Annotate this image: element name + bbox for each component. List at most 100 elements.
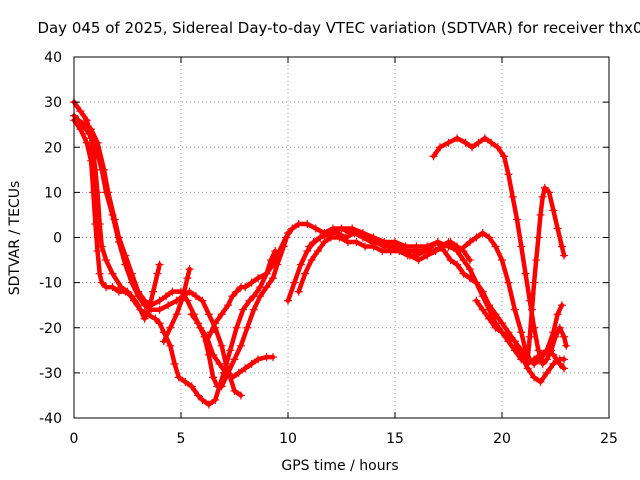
data-point-plus: [536, 377, 545, 386]
data-point-plus: [296, 260, 305, 269]
data-point-plus: [538, 359, 547, 368]
series-line: [525, 185, 567, 362]
data-point-plus: [395, 247, 404, 256]
data-point-plus: [102, 256, 111, 265]
data-point-plus: [316, 233, 325, 242]
data-point-plus: [530, 373, 539, 382]
data-point-plus: [521, 269, 530, 278]
data-point-plus: [134, 287, 143, 296]
data-point-plus: [478, 292, 487, 301]
data-point-plus: [236, 341, 245, 350]
data-point-plus: [500, 152, 509, 161]
data-point-plus: [534, 346, 543, 355]
data-point-plus: [480, 134, 489, 143]
data-point-plus: [262, 269, 271, 278]
data-point-plus: [170, 359, 179, 368]
data-point-plus: [185, 287, 194, 296]
data-point-plus: [168, 287, 177, 296]
data-point-plus: [517, 328, 526, 337]
y-tick-label: 0: [53, 231, 62, 247]
data-point-plus: [429, 152, 438, 161]
series-pass-e: [159, 265, 194, 346]
data-point-plus: [294, 219, 303, 228]
data-point-plus: [204, 400, 213, 409]
y-tick-label: -40: [39, 411, 62, 427]
data-point-plus: [228, 292, 237, 301]
data-point-plus: [183, 296, 192, 305]
data-point-plus: [254, 355, 263, 364]
data-point-plus: [217, 310, 226, 319]
data-point-plus: [191, 292, 200, 301]
data-point-plus: [93, 138, 102, 147]
data-point-plus: [386, 247, 395, 256]
data-point-plus: [110, 215, 119, 224]
data-point-plus: [269, 274, 278, 283]
data-point-plus: [307, 256, 316, 265]
ticks: 0 5 10 15 20 25 -40 -30 -20 -10 0 10 20 30 40: [39, 50, 618, 447]
data-point-plus: [121, 287, 130, 296]
data-point-plus: [166, 323, 175, 332]
data-point-plus: [510, 337, 519, 346]
data-point-plus: [453, 134, 462, 143]
data-point-plus: [527, 305, 536, 314]
data-point-plus: [187, 310, 196, 319]
x-tick-label: 5: [177, 431, 186, 447]
data-point-plus: [181, 377, 190, 386]
data-point-plus: [108, 269, 117, 278]
data-point-plus: [403, 251, 412, 260]
chart-title: Day 045 of 2025, Sidereal Day-to-day VTE…: [37, 19, 640, 37]
data-point-plus: [510, 305, 519, 314]
data-point-plus: [74, 116, 83, 125]
y-tick-label: 40: [44, 50, 62, 66]
data-point-plus: [228, 373, 237, 382]
data-point-plus: [504, 332, 513, 341]
data-point-plus: [179, 292, 188, 301]
data-point-plus: [155, 296, 164, 305]
data-point-plus: [429, 247, 438, 256]
data-point-plus: [183, 274, 192, 283]
data-point-plus: [241, 283, 250, 292]
data-point-plus: [560, 364, 569, 373]
data-point-plus: [555, 323, 564, 332]
data-point-plus: [348, 224, 357, 233]
data-point-plus: [487, 138, 496, 147]
data-point-plus: [557, 242, 566, 251]
data-point-plus: [455, 247, 464, 256]
data-point-plus: [243, 323, 252, 332]
data-point-plus: [187, 382, 196, 391]
data-point-plus: [498, 328, 506, 337]
data-point-plus: [560, 332, 569, 341]
data-point-plus: [288, 224, 297, 233]
data-point-plus: [498, 256, 506, 265]
data-point-plus: [166, 341, 175, 350]
data-point-plus: [504, 278, 513, 287]
data-point-plus: [204, 310, 213, 319]
data-point-plus: [313, 247, 322, 256]
data-point-plus: [485, 314, 494, 323]
data-point-plus: [412, 251, 421, 260]
data-point-plus: [174, 373, 183, 382]
data-point-plus: [461, 138, 470, 147]
data-point-plus: [262, 283, 271, 292]
series-pass-k: [429, 134, 571, 368]
data-point-plus: [525, 332, 534, 341]
data-point-plus: [553, 310, 562, 319]
data-point-plus: [194, 391, 203, 400]
series-pass-m: [472, 296, 566, 368]
data-point-plus: [172, 310, 181, 319]
data-point-plus: [140, 314, 149, 323]
data-point-plus: [230, 355, 239, 364]
data-point-plus: [151, 314, 160, 323]
data-point-plus: [412, 242, 421, 251]
data-point-plus: [446, 256, 455, 265]
data-point-plus: [549, 206, 558, 215]
data-point-plus: [202, 337, 211, 346]
data-point-plus: [303, 219, 312, 228]
data-point-plus: [82, 138, 91, 147]
plot-frame: [73, 56, 610, 419]
y-axis-label: SDTVAR / TECUs: [7, 181, 23, 296]
data-point-plus: [465, 238, 474, 247]
data-point-plus: [303, 247, 312, 256]
x-tick-label: 25: [600, 431, 618, 447]
data-point-plus: [472, 296, 481, 305]
